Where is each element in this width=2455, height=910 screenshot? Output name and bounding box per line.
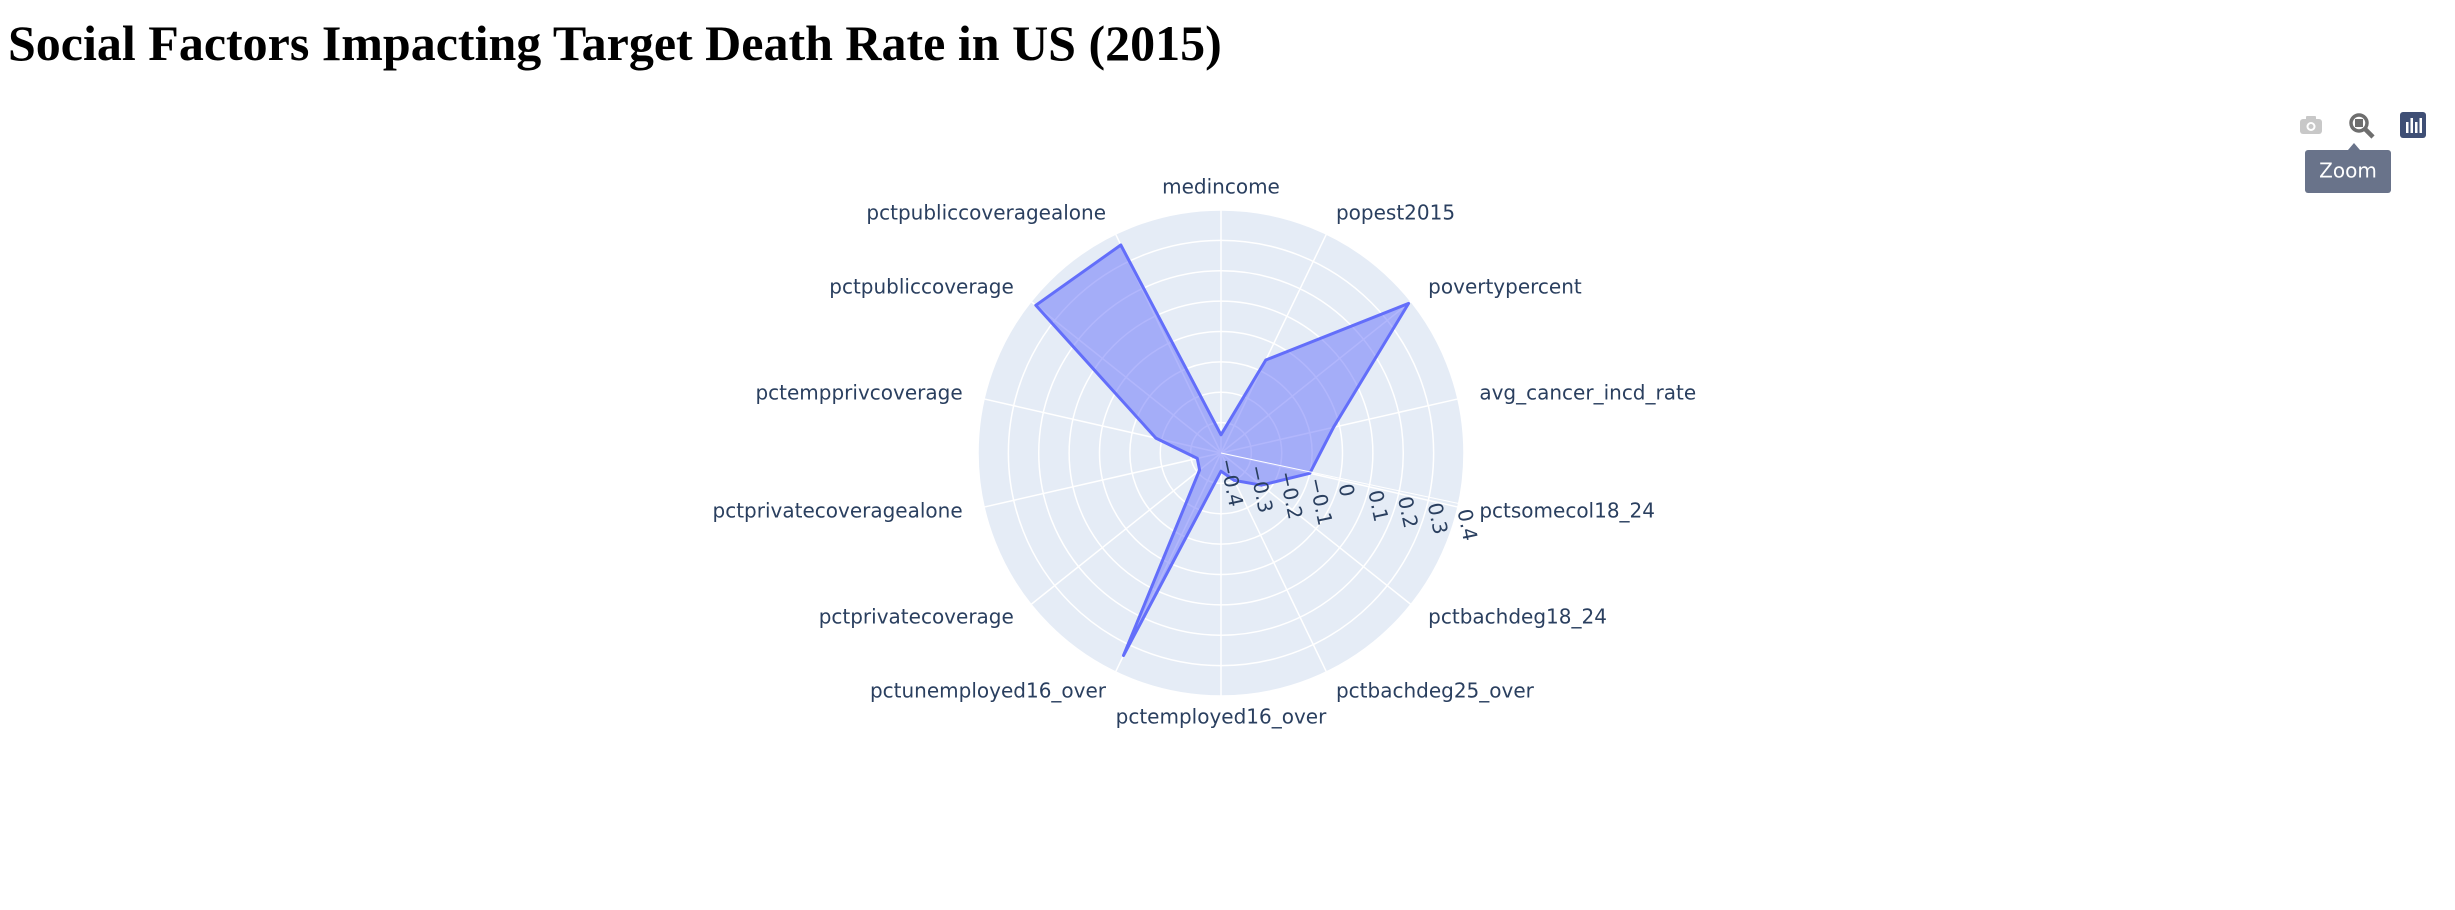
tooltip-box [2305,150,2391,193]
category-label: popest2015 [1336,201,1455,225]
category-label: povertypercent [1428,274,1582,298]
category-label: pctpubliccoveragealone [866,201,1106,225]
category-label: pctunemployed16_over [870,678,1107,702]
radar-area [1034,243,1411,657]
modebar: Zoom [2300,112,2426,193]
category-label: pctprivatecoveragealone [713,498,963,522]
category-label: pctbachdeg25_over [1336,678,1535,702]
category-label: pctempprivcoverage [755,381,962,405]
tooltip-text: Zoom [2319,159,2377,183]
tooltip-arrow [2348,143,2360,150]
category-label: pctbachdeg18_24 [1428,605,1607,629]
radial-tick-label: 0.4 [1452,507,1482,543]
category-label: avg_cancer_incd_rate [1479,381,1696,405]
angular-grid-line [1220,452,1328,673]
angular-grid-line [983,452,1222,508]
category-label: pctsomecol18_24 [1479,498,1655,522]
category-label: medincome [1162,175,1280,199]
plotly-logo[interactable] [2400,112,2426,138]
zoom-icon[interactable] [2349,113,2375,139]
camera-icon[interactable] [2300,116,2322,134]
category-label: pctprivatecoverage [819,605,1014,629]
category-label: pctpubliccoverage [829,274,1014,298]
radial-tick-label: 0 [1334,481,1360,498]
angular-grid-line [1030,452,1222,606]
chart-title: Social Factors Impacting Target Death Ra… [8,15,1222,71]
radial-axis-line [1220,452,1459,505]
category-label: pctemployed16_over [1116,705,1327,729]
polar-plot: −0.4−0.3−0.2−0.10 0.1 0.2 0.3 0.4medincomepo… [713,175,1697,729]
